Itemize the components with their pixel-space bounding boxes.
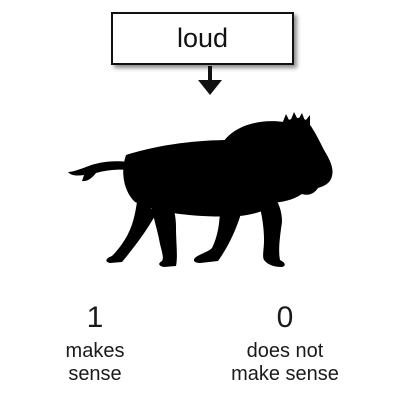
down-arrow-icon xyxy=(198,66,222,95)
lion-silhouette-icon xyxy=(68,112,333,267)
choice-value: 1 xyxy=(86,301,104,334)
word-prompt-box: loud xyxy=(111,12,294,65)
choice-label-line-1: does not xyxy=(246,340,324,362)
choice-label-line-2: sense xyxy=(68,363,122,385)
prompt-word: loud xyxy=(176,23,229,53)
choice-value: 0 xyxy=(276,301,294,334)
choice-label-line-1: makes xyxy=(65,340,125,362)
choice-makes-sense: 1 makes sense xyxy=(40,302,150,386)
choice-does-not-make-sense: 0 does not make sense xyxy=(205,302,365,386)
choice-label-line-2: make sense xyxy=(231,363,339,385)
